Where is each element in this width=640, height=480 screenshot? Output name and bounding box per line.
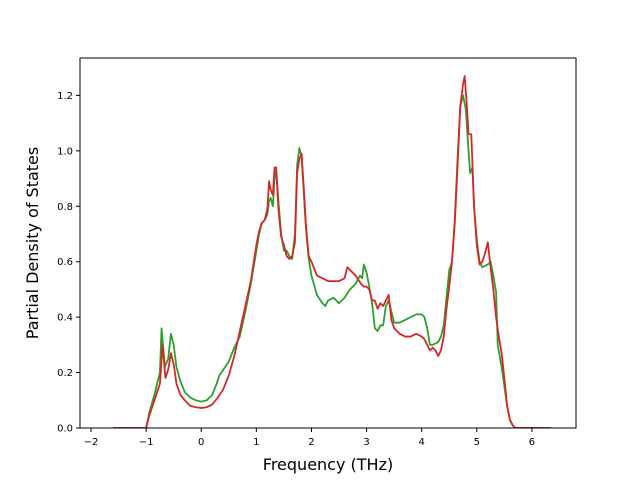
x-tick-label: 0 xyxy=(198,437,204,448)
x-tick-label: −1 xyxy=(139,437,154,448)
x-tick-label: 5 xyxy=(474,437,480,448)
plot-area xyxy=(113,75,552,428)
series-line-2 xyxy=(113,75,552,428)
series-line-1 xyxy=(113,94,552,428)
y-tick-label: 1.0 xyxy=(57,146,73,157)
y-axis: 0.0 0.2 0.4 0.6 0.8 1.0 1.2 xyxy=(57,91,80,435)
y-tick-label: 0.0 xyxy=(57,424,73,435)
y-tick-label: 1.2 xyxy=(57,91,73,102)
x-axis-title: Frequency (THz) xyxy=(263,455,393,474)
x-tick-label: 2 xyxy=(308,437,314,448)
y-tick-label: 0.4 xyxy=(57,313,73,324)
x-tick-label: −2 xyxy=(84,437,99,448)
x-axis: −2 −1 0 1 2 3 4 5 6 xyxy=(84,428,535,448)
y-axis-title: Partial Density of States xyxy=(23,147,42,339)
y-tick-label: 0.2 xyxy=(57,368,73,379)
x-tick-label: 6 xyxy=(529,437,535,448)
x-tick-label: 4 xyxy=(419,437,425,448)
x-tick-label: 1 xyxy=(253,437,259,448)
y-tick-label: 0.8 xyxy=(57,202,73,213)
y-tick-label: 0.6 xyxy=(57,257,73,268)
axes-frame xyxy=(79,57,577,429)
x-tick-label: 3 xyxy=(363,437,369,448)
